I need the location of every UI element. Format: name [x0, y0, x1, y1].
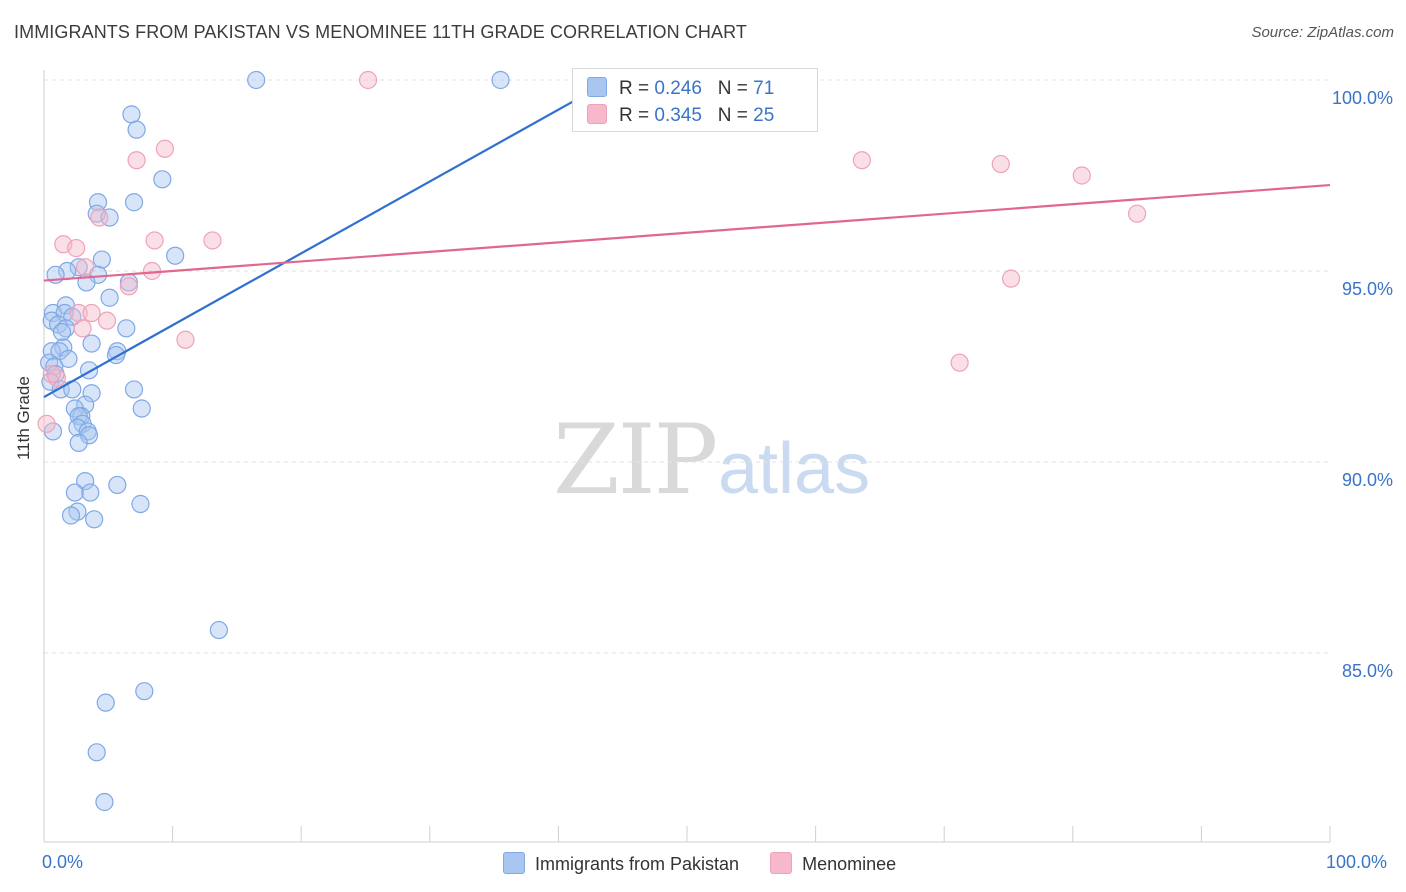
pakistan-trend-line [43, 94, 585, 399]
legend-swatch-pakistan [587, 77, 607, 97]
x-tick-label-min: 0.0% [42, 852, 84, 872]
pakistan-point [76, 472, 95, 491]
pakistan-point [87, 743, 106, 762]
pakistan-point [65, 483, 84, 502]
menominee-point [358, 70, 378, 90]
pakistan-point [61, 506, 81, 525]
legend-n-value: 25 [753, 105, 775, 126]
legend-row-pakistan: R = 0.246 N = 71 [587, 77, 774, 100]
watermark-zip: ZIP [553, 404, 718, 516]
menominee-point [42, 365, 61, 384]
pakistan-point [69, 258, 88, 277]
menominee-point [119, 277, 138, 296]
menominee-point [991, 154, 1010, 174]
pakistan-point [79, 426, 99, 445]
pakistan-point [491, 70, 510, 90]
source-label: Source: ZipAtlas.com [1251, 24, 1394, 41]
pakistan-point [166, 246, 185, 265]
menominee-point [203, 231, 222, 250]
pakistan-point [127, 120, 146, 139]
menominee-point [852, 151, 871, 170]
pakistan-point [82, 334, 101, 353]
menominee-point [1001, 269, 1021, 288]
legend-n-value: 71 [753, 78, 775, 99]
legend-swatch-menominee [770, 852, 793, 874]
x-tick-label-max: 100.0% [1326, 852, 1388, 872]
pakistan-point [132, 399, 151, 418]
menominee-point [90, 208, 109, 227]
pakistan-point [43, 422, 63, 441]
pakistan-point [92, 250, 111, 269]
pakistan-point [135, 682, 154, 701]
pakistan-point [96, 693, 115, 712]
pakistan-point [117, 319, 136, 338]
pakistan-point [95, 792, 114, 812]
menominee-point [82, 303, 101, 323]
y-tick-label-100: 100.0% [1331, 88, 1393, 108]
pakistan-point [153, 170, 172, 189]
pakistan-point [82, 384, 101, 403]
pakistan-point [100, 208, 119, 227]
y-tick-label-85: 85.0% [1341, 661, 1393, 681]
menominee-point [69, 303, 88, 323]
chart-title: IMMIGRANTS FROM PAKISTAN VS MENOMINEE 11… [14, 22, 748, 42]
menominee-trend-line [43, 183, 1331, 282]
menominee-point [145, 231, 164, 250]
series-legend-label: Immigrants from Pakistan [535, 854, 740, 874]
y-tick-label-90: 90.0% [1341, 470, 1393, 490]
pakistan-point [81, 483, 100, 502]
menominee-point [127, 151, 146, 170]
pakistan-point [131, 494, 150, 514]
pakistan-point [124, 193, 144, 212]
legend-r-value: 0.246 [654, 78, 702, 99]
menominee-point [155, 139, 174, 158]
menominee-point [37, 414, 56, 433]
pakistan-point [76, 395, 95, 414]
pakistan-point [124, 380, 144, 399]
menominee-point [1127, 204, 1147, 223]
series-legend-label: Menominee [802, 854, 897, 874]
legend-n-label: N = [717, 78, 754, 99]
series-legend-item-pakistan[interactable]: Immigrants from Pakistan [503, 852, 739, 875]
y-axis-label: 11th Grade [14, 376, 33, 460]
pakistan-point [247, 70, 266, 90]
pakistan-point [100, 288, 119, 307]
legend-n-label: N = [717, 105, 754, 126]
legend-swatch-menominee [587, 104, 607, 124]
pakistan-point [69, 433, 88, 452]
series-legend: Immigrants from Pakistan Menominee [503, 852, 922, 875]
legend-r-label: R = [619, 78, 655, 99]
menominee-point [73, 319, 92, 338]
menominee-point [950, 353, 969, 372]
y-tick-label-95: 95.0% [1341, 279, 1393, 299]
legend-r-label: R = [619, 105, 655, 126]
pakistan-point [59, 349, 78, 368]
pakistan-point [52, 323, 72, 342]
menominee-point [176, 330, 195, 349]
menominee-point [67, 238, 86, 258]
menominee-point [97, 311, 117, 330]
menominee-point [76, 258, 95, 277]
pakistan-point [122, 105, 141, 124]
menominee-point [1072, 166, 1091, 185]
pakistan-point [85, 510, 104, 529]
pakistan-point [108, 475, 127, 495]
legend-r-value: 0.345 [654, 105, 702, 126]
legend-swatch-pakistan [503, 852, 525, 874]
pakistan-point [209, 620, 228, 640]
series-legend-item-menominee[interactable]: Menominee [770, 852, 896, 875]
watermark-atlas: atlas [718, 429, 871, 509]
pakistan-point [42, 342, 61, 361]
correlation-legend: R = 0.246 N = 71 R = 0.345 N = 25 [572, 68, 818, 132]
legend-row-menominee: R = 0.345 N = 25 [587, 104, 774, 127]
